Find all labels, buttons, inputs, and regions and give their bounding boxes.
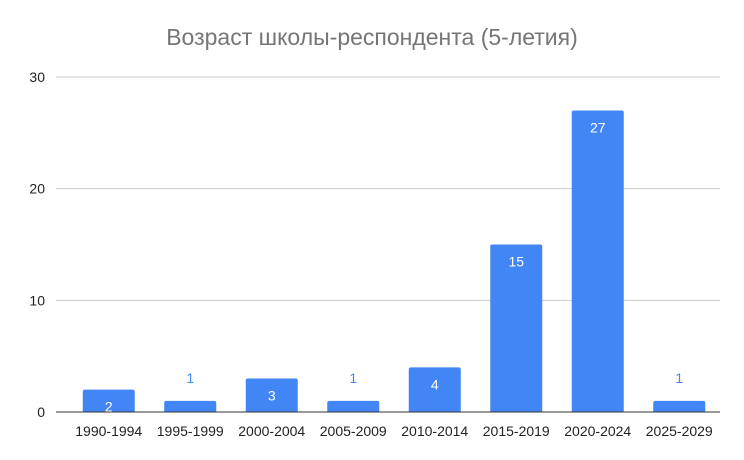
y-tick-label: 30: [29, 69, 45, 85]
data-label: 1: [186, 370, 194, 386]
bar: [245, 378, 298, 412]
x-tick-label: 2000-2004: [238, 423, 305, 439]
bar: [164, 400, 217, 412]
bar: [82, 389, 135, 412]
x-tick-label: 2005-2009: [320, 423, 387, 439]
bar: [653, 400, 706, 412]
bar: [490, 244, 543, 412]
bars: [82, 110, 706, 412]
y-tick-label: 0: [37, 404, 45, 420]
data-label: 3: [268, 388, 276, 404]
bar: [327, 400, 380, 412]
data-labels: 2 1 3 1 4 15 27 1: [105, 120, 684, 415]
data-label: 27: [590, 120, 606, 136]
x-tick-label: 1995-1999: [157, 423, 224, 439]
chart-title: Возраст школы-респондента (5-летия): [166, 24, 578, 50]
y-tick-label: 10: [29, 292, 45, 308]
data-label: 2: [105, 399, 113, 415]
x-tick-label: 2010-2014: [401, 423, 468, 439]
data-label: 1: [675, 370, 683, 386]
x-tick-label: 1990-1994: [75, 423, 142, 439]
x-tick-label: 2015-2019: [483, 423, 550, 439]
data-label: 1: [349, 370, 357, 386]
data-label: 15: [508, 254, 524, 270]
y-tick-label: 20: [29, 181, 45, 197]
x-axis-ticks: 1990-1994 1995-1999 2000-2004 2005-2009 2010…: [75, 423, 713, 439]
x-tick-label: 2020-2024: [564, 423, 631, 439]
y-axis-ticks: 0 10 20 30: [29, 69, 45, 420]
x-tick-label: 2025-2029: [646, 423, 713, 439]
bar: [571, 110, 624, 412]
data-label: 4: [431, 376, 439, 392]
bar: [408, 367, 461, 412]
